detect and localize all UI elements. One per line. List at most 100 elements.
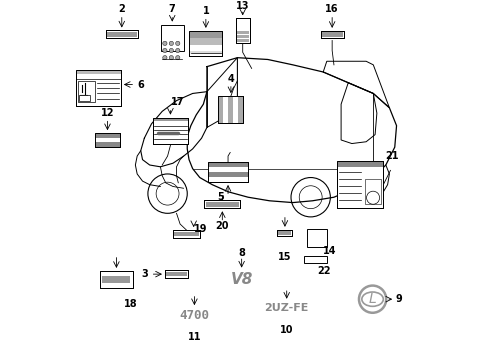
Bar [164, 270, 188, 278]
Bar [223, 96, 228, 123]
Circle shape [175, 55, 180, 60]
Bar [208, 167, 247, 172]
Bar [105, 31, 138, 39]
Bar [218, 96, 223, 123]
Circle shape [169, 41, 173, 45]
Text: 8: 8 [238, 248, 244, 258]
Bar [228, 96, 233, 123]
Bar [152, 118, 188, 144]
Bar [189, 31, 222, 56]
Bar [189, 31, 222, 56]
Bar [106, 32, 137, 37]
Circle shape [175, 48, 180, 53]
Bar [218, 96, 243, 123]
Bar [94, 133, 120, 147]
Bar [218, 96, 243, 123]
Bar [336, 161, 383, 208]
Bar [208, 172, 247, 177]
Bar [277, 230, 292, 236]
Bar [208, 162, 247, 167]
Text: L: L [368, 292, 376, 306]
Circle shape [163, 41, 167, 45]
Bar [79, 95, 90, 100]
Bar [320, 31, 343, 38]
Text: 17: 17 [170, 98, 184, 107]
Text: 16: 16 [325, 4, 338, 14]
Bar [94, 133, 120, 138]
Bar [236, 31, 248, 34]
Text: 10: 10 [280, 325, 293, 335]
Text: 6: 6 [137, 80, 143, 90]
Bar [105, 31, 138, 39]
Bar [189, 31, 222, 38]
Bar [164, 270, 188, 278]
Text: 2UZ-FE: 2UZ-FE [264, 303, 308, 313]
Text: 3: 3 [142, 269, 148, 279]
Bar [205, 202, 239, 207]
Bar [208, 162, 247, 182]
Text: 2: 2 [118, 4, 125, 14]
Bar [208, 162, 247, 182]
Bar [189, 51, 222, 54]
Bar [76, 70, 121, 75]
Bar [94, 133, 120, 147]
Bar [336, 161, 383, 167]
Text: 4: 4 [227, 74, 234, 84]
Text: 20: 20 [215, 221, 228, 231]
Circle shape [169, 55, 173, 60]
Text: 22: 22 [317, 266, 330, 276]
Text: 15: 15 [278, 252, 291, 262]
Text: 11: 11 [187, 333, 201, 342]
Bar [277, 230, 292, 236]
Bar [303, 256, 326, 263]
Bar [189, 45, 222, 50]
Text: 7: 7 [168, 4, 175, 14]
Bar [100, 271, 132, 288]
Text: 5: 5 [217, 192, 224, 202]
Bar [204, 201, 240, 208]
Text: 4700: 4700 [179, 309, 209, 322]
Bar [278, 231, 291, 235]
Bar [152, 118, 188, 144]
Bar [160, 24, 183, 51]
Bar [208, 177, 247, 182]
Bar [173, 230, 200, 238]
Bar [76, 70, 121, 106]
Text: 14: 14 [322, 246, 336, 256]
Bar [236, 40, 248, 42]
Bar [100, 271, 132, 288]
Bar [306, 229, 326, 247]
Text: 12: 12 [101, 108, 114, 118]
Bar [204, 201, 240, 208]
Circle shape [163, 48, 167, 53]
Bar [76, 70, 121, 106]
Bar [189, 39, 222, 45]
Bar [152, 118, 188, 121]
Bar [336, 161, 383, 208]
Bar [102, 276, 130, 283]
Bar [321, 32, 342, 37]
Bar [94, 138, 120, 142]
Bar [238, 96, 243, 123]
Text: V8: V8 [230, 272, 252, 287]
Bar [235, 18, 249, 43]
Circle shape [175, 41, 180, 45]
Text: 21: 21 [385, 151, 398, 161]
Text: 1: 1 [202, 6, 209, 16]
Bar [233, 96, 238, 123]
Bar [165, 272, 187, 276]
Bar [364, 179, 380, 204]
Bar [94, 142, 120, 147]
Bar [78, 81, 95, 102]
Circle shape [169, 48, 173, 53]
Bar [174, 232, 199, 237]
Bar [173, 230, 200, 238]
Bar [235, 18, 249, 43]
Text: 13: 13 [236, 1, 249, 11]
Text: 18: 18 [123, 299, 137, 309]
Text: 19: 19 [194, 224, 207, 234]
Bar [320, 31, 343, 38]
Text: 9: 9 [394, 294, 401, 304]
Bar [236, 35, 248, 38]
Circle shape [163, 55, 167, 60]
